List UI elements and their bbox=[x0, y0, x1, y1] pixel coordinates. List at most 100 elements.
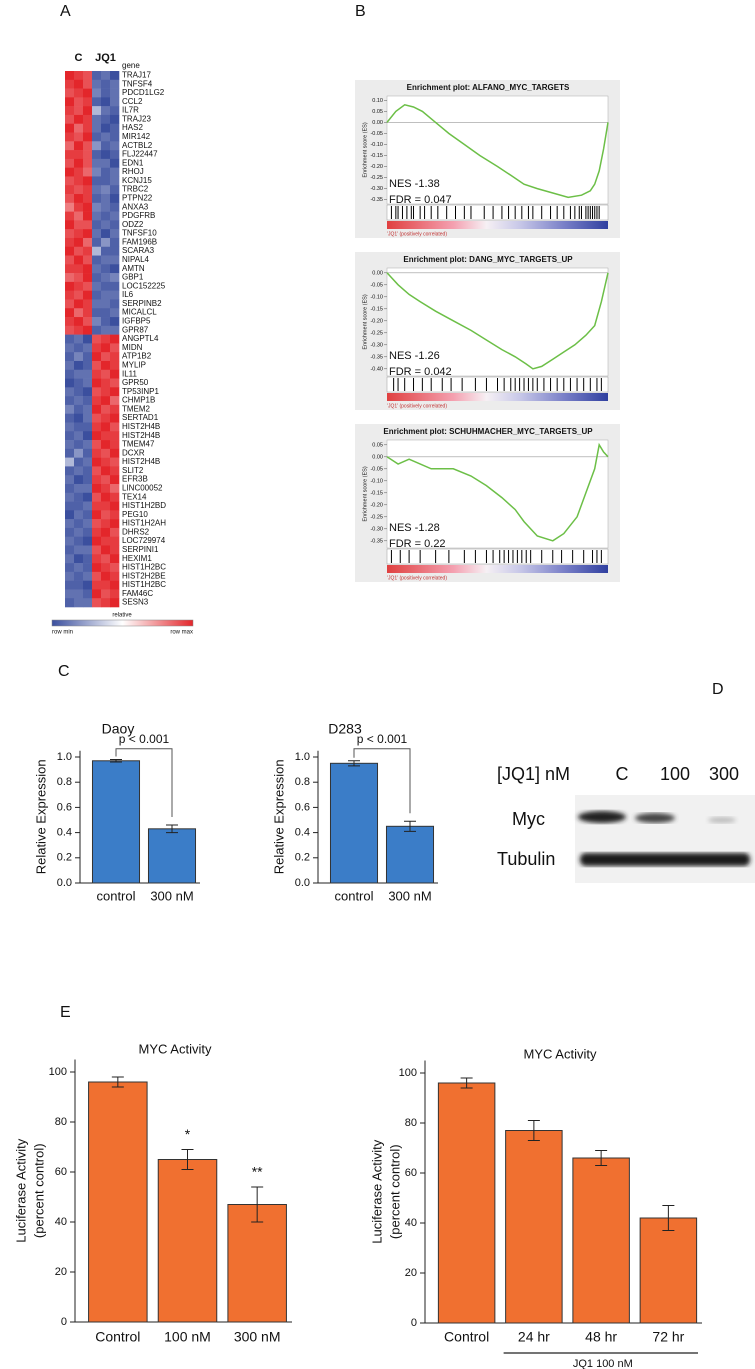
heat-cell bbox=[92, 71, 102, 81]
heat-cell bbox=[83, 273, 93, 283]
heat-cell bbox=[92, 325, 102, 335]
heat-cell bbox=[110, 229, 120, 239]
gene-label: HIST2H4B bbox=[122, 422, 160, 431]
heat-cell bbox=[65, 132, 75, 142]
heat-cell bbox=[83, 369, 93, 379]
heat-cell bbox=[83, 519, 93, 529]
heat-cell bbox=[92, 510, 102, 520]
gene-label: TMEM2 bbox=[122, 404, 151, 413]
chart-title: MYC Activity bbox=[524, 1046, 597, 1061]
gene-label: GBP1 bbox=[122, 273, 144, 282]
heat-cell bbox=[65, 475, 75, 485]
y-tick-label: 20 bbox=[405, 1267, 417, 1279]
x-tick-label: Control bbox=[95, 1329, 140, 1345]
heat-cell bbox=[74, 290, 84, 300]
gene-label: HIST2H2BE bbox=[122, 571, 166, 580]
heat-cell bbox=[65, 510, 75, 520]
heat-cell bbox=[65, 589, 75, 599]
heat-cell bbox=[101, 571, 111, 581]
heat-cell bbox=[65, 501, 75, 511]
x-tick-label: 300 nM bbox=[150, 888, 193, 903]
heat-cell bbox=[83, 194, 93, 204]
gene-label: IL11 bbox=[122, 369, 138, 378]
x-tick-label: Control bbox=[444, 1329, 489, 1345]
heat-cell bbox=[92, 501, 102, 511]
heat-cell bbox=[65, 580, 75, 590]
x-tick-label: 300 nM bbox=[388, 888, 431, 903]
heat-cell bbox=[65, 220, 75, 230]
y-tick-label: 0.6 bbox=[57, 801, 72, 813]
gene-label: SERPINI1 bbox=[122, 545, 159, 554]
heat-cell bbox=[92, 299, 102, 309]
heat-cell bbox=[110, 431, 120, 441]
gene-label: HAS2 bbox=[122, 123, 143, 132]
heat-cell bbox=[65, 483, 75, 494]
heat-cell bbox=[110, 378, 120, 388]
error-bar bbox=[595, 1150, 608, 1166]
heat-cell bbox=[110, 527, 120, 538]
heat-cell bbox=[74, 97, 84, 107]
heat-cell bbox=[74, 255, 84, 265]
heat-cell bbox=[65, 457, 75, 467]
heat-cell bbox=[110, 519, 120, 529]
heat-cell bbox=[65, 158, 75, 168]
heat-cell bbox=[101, 308, 111, 318]
gene-label: SERPINB2 bbox=[122, 299, 162, 308]
rank-bar bbox=[387, 565, 608, 573]
heat-cell bbox=[74, 413, 84, 423]
heat-cell bbox=[74, 71, 84, 81]
gene-label: HIST2H4B bbox=[122, 457, 160, 466]
heat-cell bbox=[83, 536, 93, 546]
bar bbox=[227, 1204, 287, 1323]
gene-label: HEXIM1 bbox=[122, 554, 152, 563]
gene-label: PDGFRB bbox=[122, 211, 155, 220]
panel-label: A bbox=[60, 3, 71, 20]
heat-cell bbox=[101, 246, 111, 256]
y-tick-label: 60 bbox=[405, 1167, 417, 1179]
heat-cell bbox=[65, 360, 75, 371]
y-tick-label: 40 bbox=[405, 1217, 417, 1229]
y-tick-label: -0.40 bbox=[370, 366, 383, 372]
heat-cell bbox=[65, 273, 75, 283]
y-tick-label: -0.35 bbox=[370, 197, 383, 203]
heat-cell bbox=[74, 510, 84, 520]
gene-label: RHOJ bbox=[122, 167, 144, 176]
heat-cell bbox=[74, 589, 84, 599]
y-tick-label: 0.00 bbox=[372, 454, 383, 460]
x-tick-label: 300 nM bbox=[234, 1329, 281, 1345]
heat-cell bbox=[110, 457, 120, 467]
heat-cell bbox=[92, 483, 102, 494]
heat-cell bbox=[74, 545, 84, 555]
heat-cell bbox=[83, 141, 93, 151]
heat-cell bbox=[101, 185, 111, 195]
bar bbox=[572, 1157, 630, 1324]
heat-cell bbox=[101, 554, 111, 564]
y-axis-label: Relative Expression bbox=[33, 759, 48, 874]
heat-cell bbox=[65, 97, 75, 107]
heat-cell bbox=[92, 598, 102, 608]
legend-title: relative bbox=[112, 613, 132, 619]
heat-cell bbox=[92, 431, 102, 441]
heat-cell bbox=[110, 237, 120, 248]
heat-cell bbox=[92, 158, 102, 168]
heat-cell bbox=[65, 299, 75, 309]
gene-label: FLJ22447 bbox=[122, 150, 158, 159]
heat-cell bbox=[65, 194, 75, 204]
heat-cell bbox=[101, 211, 111, 221]
gene-label: ANGPTL4 bbox=[122, 334, 159, 343]
heat-cell bbox=[74, 299, 84, 309]
heat-cell bbox=[110, 106, 120, 116]
heat-cell bbox=[101, 440, 111, 450]
gene-label: SLIT2 bbox=[122, 466, 144, 475]
blot-image bbox=[575, 795, 755, 883]
heat-cell bbox=[92, 448, 102, 458]
heat-cell bbox=[83, 492, 93, 502]
heat-cell bbox=[92, 545, 102, 555]
gene-label: ODZ2 bbox=[122, 220, 144, 229]
heat-cell bbox=[65, 422, 75, 432]
annotation: NES -1.28 bbox=[389, 522, 440, 534]
heat-cell bbox=[110, 246, 120, 256]
y-tick-label: -0.15 bbox=[370, 153, 383, 159]
heat-cell bbox=[110, 220, 120, 230]
